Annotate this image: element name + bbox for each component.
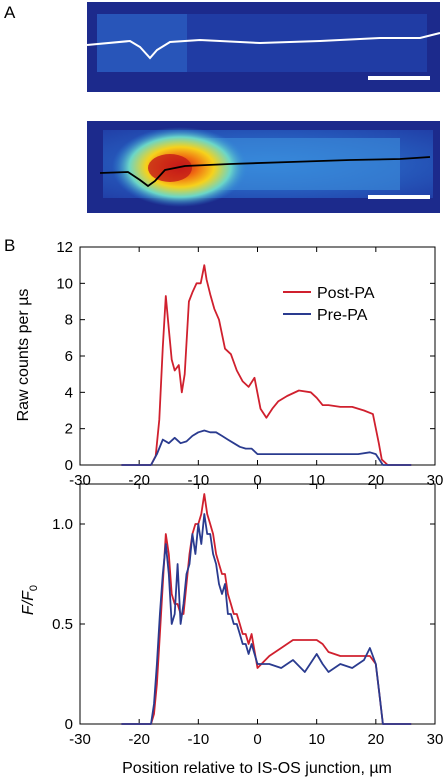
x-tick-label: -20 xyxy=(128,731,150,748)
x-tick-label: 10 xyxy=(308,731,325,748)
series-0-line xyxy=(121,493,412,725)
y-axis-label: F/F0 xyxy=(20,585,40,615)
y-tick-label: 8 xyxy=(65,312,73,329)
y-tick-label: 1.0 xyxy=(52,516,73,533)
x-tick-label: -30 xyxy=(69,472,91,489)
x-tick-label: 10 xyxy=(308,472,325,489)
y-axis-label: Raw counts per µs xyxy=(15,289,32,422)
y-tick-label: 12 xyxy=(56,239,73,256)
normalized-fluorescence-chart: -30 -20 -10 0 10 20 30 0 0.5 1.0 F/F0 Position re… xyxy=(20,483,444,777)
x-tick-label: 30 xyxy=(427,472,444,489)
micrograph-post xyxy=(87,121,440,213)
x-tick-label: 0 xyxy=(253,731,261,748)
raw-counts-chart: -30 -20 -10 0 10 20 30 0 2 4 6 8 10 12 Raw counts per… xyxy=(15,239,443,489)
x-tick-label: 30 xyxy=(427,731,444,748)
post-pa-line xyxy=(121,264,412,466)
x-tick-label: -30 xyxy=(69,731,91,748)
micrograph-pre xyxy=(86,2,441,92)
scale-bar xyxy=(368,76,430,80)
legend-label-post-pa: Post-PA xyxy=(317,285,375,302)
micrograph-trace-pre xyxy=(86,32,441,60)
series-1-line xyxy=(121,513,412,725)
x-tick-label: -10 xyxy=(187,731,209,748)
x-tick-label: -10 xyxy=(187,472,209,489)
legend-label-pre-pa: Pre-PA xyxy=(317,307,368,324)
y-tick-label: 10 xyxy=(56,275,73,292)
y-tick-label: 2 xyxy=(65,421,73,438)
y-tick-label: 6 xyxy=(65,348,73,365)
panel-label-a: A xyxy=(4,3,16,22)
y-tick-label: 0 xyxy=(65,457,73,474)
x-tick-label: -20 xyxy=(128,472,150,489)
x-tick-label: 0 xyxy=(253,472,261,489)
x-tick-label: 20 xyxy=(367,731,384,748)
chart-frame xyxy=(79,483,436,725)
y-tick-label: 0 xyxy=(65,716,73,733)
micrograph-trace-post xyxy=(99,156,431,188)
legend: Post-PA Pre-PA xyxy=(283,285,375,324)
scale-bar xyxy=(368,195,430,199)
y-tick-label: 4 xyxy=(65,384,73,401)
pre-pa-line xyxy=(121,429,412,466)
chart-frame xyxy=(79,246,436,466)
x-tick-label: 20 xyxy=(367,472,384,489)
x-axis-label: Position relative to IS-OS junction, µm xyxy=(122,760,392,777)
panel-label-b: B xyxy=(4,236,16,255)
y-tick-label: 0.5 xyxy=(52,616,73,633)
